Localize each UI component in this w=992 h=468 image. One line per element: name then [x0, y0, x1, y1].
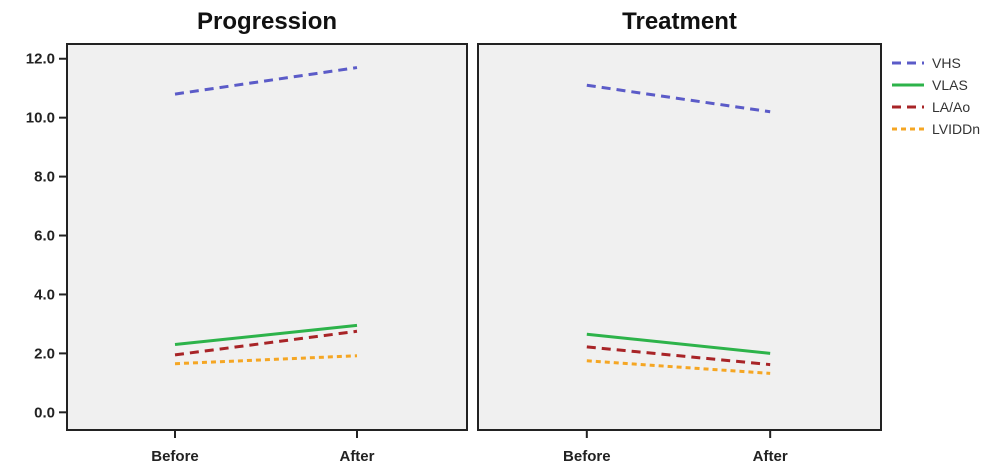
legend-item-vhs: VHS [892, 55, 961, 71]
series-line-la-ao [586, 345, 771, 367]
y-tick-label: 4.0 [34, 286, 55, 303]
y-tick-label: 12.0 [26, 51, 55, 68]
panel-treatment: Treatment Before After [477, 8, 882, 465]
legend-item-lviddn: LVIDDn [892, 121, 980, 137]
legend-label: LVIDDn [932, 121, 980, 137]
legend-label: LA/Ao [932, 99, 970, 115]
legend-label: VLAS [932, 77, 968, 93]
legend-item-vlas: VLAS [892, 77, 968, 93]
y-tick-label: 6.0 [34, 228, 55, 245]
y-tick-label: 10.0 [26, 110, 55, 127]
legend-item-la-ao: LA/Ao [892, 99, 970, 115]
series-line-vlas [586, 332, 771, 355]
y-tick-label: 2.0 [34, 345, 55, 362]
panel-frame [477, 43, 882, 431]
series-line-lviddn [174, 354, 358, 366]
series-line-vlas [174, 323, 358, 347]
panels-layer: Progression Before After Treatment Before Aft… [66, 8, 882, 465]
x-tick-label: After [339, 448, 374, 465]
x-tick-label: Before [151, 448, 199, 465]
y-tick-label: 0.0 [34, 404, 55, 421]
series-line-la-ao [174, 329, 358, 357]
panel-frame [66, 43, 468, 431]
x-tick-label: After [753, 448, 788, 465]
legend-label: VHS [932, 55, 961, 71]
series-line-lviddn [586, 359, 771, 375]
panel-progression: Progression Before After [66, 8, 468, 465]
series-line-vhs [586, 83, 771, 114]
y-axis: 0.0 2.0 4.0 6.0 8.0 10.0 12.0 [26, 51, 67, 421]
panel-title: Progression [197, 8, 337, 35]
series-line-vhs [174, 66, 358, 96]
y-tick-label: 8.0 [34, 169, 55, 186]
legend: VHS VLAS LA/Ao LVIDDn [892, 55, 980, 137]
panel-title: Treatment [622, 8, 737, 35]
x-tick-label: Before [563, 448, 611, 465]
